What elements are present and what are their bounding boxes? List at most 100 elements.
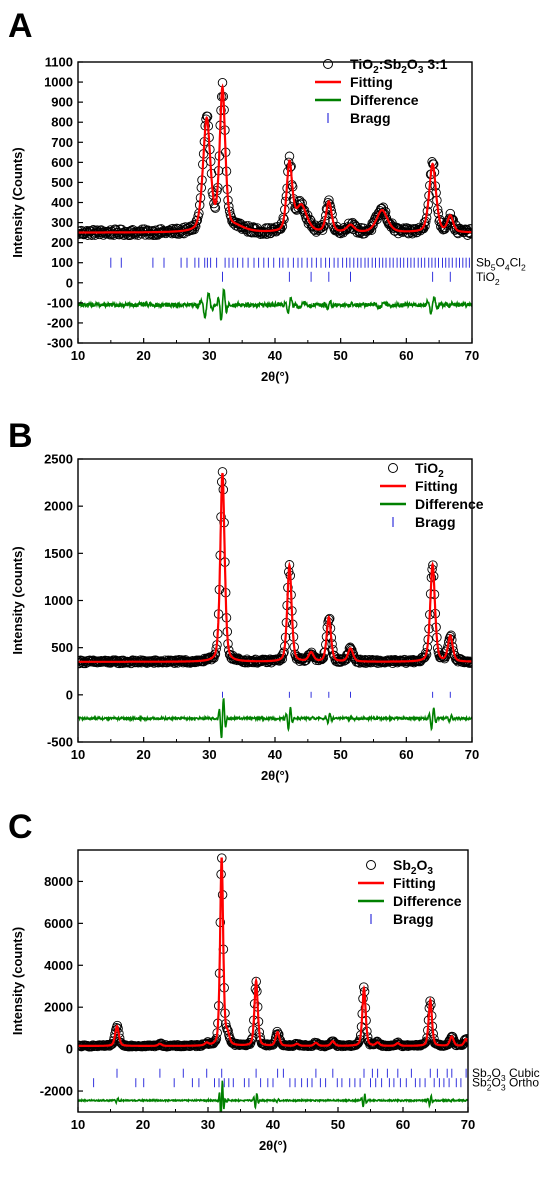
observed-point: [360, 655, 370, 665]
x-axis-label: 2θ(°): [261, 369, 289, 384]
y-tick-label: 1000: [44, 593, 73, 608]
x-tick-label: 40: [268, 348, 282, 363]
legend-label: TiO2:Sb2O3 3:1: [350, 56, 448, 76]
x-tick-label: 50: [333, 348, 347, 363]
y-tick-label: 100: [51, 255, 73, 270]
legend-label: Bragg: [350, 110, 391, 126]
x-tick-label: 70: [465, 747, 479, 762]
y-tick-label: 8000: [44, 874, 73, 889]
legend-observed-marker: [366, 860, 376, 870]
bragg-row-1: [116, 1068, 467, 1078]
y-tick-label: 800: [51, 115, 73, 130]
x-tick-label: 20: [136, 348, 150, 363]
observed-point: [420, 1037, 431, 1048]
x-tick-label: 10: [71, 1117, 85, 1132]
x-tick-label: 40: [268, 747, 282, 762]
observed-point: [380, 658, 390, 668]
y-tick-label: 500: [51, 640, 73, 655]
y-tick-label: 1000: [44, 75, 73, 90]
observed-point: [345, 642, 355, 653]
observed-point: [105, 225, 116, 235]
legend-label: Bragg: [393, 911, 434, 927]
observed-point: [343, 218, 354, 229]
observed-point: [462, 1033, 468, 1044]
observed-point: [420, 652, 430, 662]
legend-label: Bragg: [415, 514, 456, 530]
x-axis-label: 2θ(°): [261, 768, 289, 783]
observed-point: [210, 1036, 220, 1047]
legend-label: Difference: [415, 496, 484, 512]
bragg-phase-label: TiO2: [476, 270, 500, 287]
x-axis-label: 2θ(°): [259, 1138, 287, 1153]
x-tick-label: 60: [396, 1117, 410, 1132]
x-tick-label: 60: [399, 348, 413, 363]
x-tick-label: 30: [201, 1117, 215, 1132]
observed-point: [419, 1038, 430, 1048]
observed-point: [335, 656, 345, 667]
panel-b: B 10 20 30 40 50 60 70 -500 0 500 1000 1500 2000 2500…: [8, 417, 484, 783]
y-tick-label: 300: [51, 215, 73, 230]
observed-point: [284, 151, 295, 162]
y-tick-label: 0: [66, 1042, 73, 1057]
observed-point: [278, 648, 288, 659]
panel-b-plot-area: [78, 467, 472, 739]
bragg-phase-label: Sb2O3 Cubic: [472, 1066, 540, 1083]
panel-b-letter: B: [8, 417, 33, 455]
x-tick-label: 10: [71, 747, 85, 762]
observed-point: [376, 657, 386, 668]
y-tick-label: -100: [47, 295, 73, 310]
x-tick-label: 50: [331, 1117, 345, 1132]
x-tick-label: 70: [465, 348, 479, 363]
observed-series: [78, 77, 472, 241]
y-tick-label: 1500: [44, 546, 73, 561]
observed-point: [91, 226, 102, 236]
bragg-phase-label: Sb5O4Cl2: [476, 256, 526, 273]
bragg-row-1: [222, 691, 451, 698]
x-tick-label: 10: [71, 348, 85, 363]
observed-point: [252, 658, 262, 668]
x-tick-label: 60: [399, 747, 413, 762]
observed-point: [460, 1034, 468, 1045]
observed-point: [273, 1029, 283, 1039]
difference-line: [78, 287, 472, 321]
y-tick-label: 6000: [44, 916, 73, 931]
y-tick-label: 600: [51, 155, 73, 170]
plot-frame: [77, 458, 473, 743]
y-tick-label: 0: [66, 687, 73, 702]
observed-point: [317, 653, 328, 664]
legend-label: Difference: [350, 92, 419, 108]
y-axis-label: Intensity (counts): [10, 927, 25, 1035]
x-tick-label: 20: [136, 1117, 150, 1132]
observed-point: [419, 653, 430, 663]
y-tick-label: -500: [47, 735, 73, 750]
observed-point: [464, 228, 472, 238]
observed-point: [346, 644, 356, 654]
observed-point: [417, 223, 428, 233]
panel-a-letter: A: [8, 7, 33, 45]
y-tick-label: 2000: [44, 499, 73, 514]
y-tick-label: 4000: [44, 958, 73, 973]
y-tick-label: 0: [66, 275, 73, 290]
observed-point: [275, 223, 285, 234]
y-axis-label: Intensity (counts): [10, 546, 25, 654]
legend-label: Fitting: [350, 74, 393, 90]
y-tick-label: -2000: [40, 1084, 73, 1099]
x-tick-label: 20: [136, 747, 150, 762]
legend-label: Fitting: [393, 875, 436, 891]
observed-point: [445, 208, 456, 219]
difference-line: [78, 1080, 468, 1112]
observed-point: [419, 1039, 429, 1049]
x-tick-label: 40: [266, 1117, 280, 1132]
bragg-phase-label: Sb2O3 Ortho: [472, 1076, 539, 1093]
bragg-row-2: [93, 1078, 462, 1088]
legend-observed-marker: [323, 59, 333, 69]
legend-label: Sb2O3: [393, 857, 433, 877]
observed-point: [299, 205, 310, 216]
y-tick-label: 2000: [44, 1000, 73, 1015]
y-tick-label: 900: [51, 95, 73, 110]
observed-point: [354, 1036, 364, 1047]
y-tick-label: -200: [47, 315, 73, 330]
